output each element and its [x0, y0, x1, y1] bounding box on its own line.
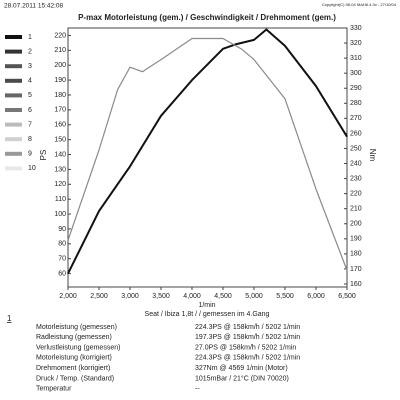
legend-swatch	[5, 151, 22, 156]
x-tick-label: 3,000	[121, 293, 139, 300]
result-value: 27.0PS @ 158km/h / 5202 1/min	[195, 344, 296, 351]
y2-tick-label: 230	[350, 175, 362, 182]
x-tick-label: 3,500	[152, 293, 170, 300]
y-tick-label: 200	[54, 62, 66, 69]
legend-swatch	[5, 93, 22, 98]
result-label: Verlustleistung (gemessen)	[36, 344, 120, 351]
y2-tick-label: 180	[350, 251, 362, 258]
y2-tick-label: 260	[350, 130, 362, 137]
x-tick-label: 6,000	[307, 293, 325, 300]
result-value: 224.3PS @ 158km/h / 5202 1/min	[195, 324, 300, 331]
y2-tick-label: 160	[350, 281, 362, 288]
legend-swatch	[5, 49, 22, 54]
x-tick-label: 4,000	[183, 293, 201, 300]
y2-tick-label: 210	[350, 206, 362, 213]
y-tick-label: 70	[58, 256, 66, 263]
legend-swatch	[5, 122, 22, 127]
y-tick-label: 110	[55, 196, 66, 203]
legend-label: 10	[28, 165, 36, 172]
y2-tick-label: 170	[350, 266, 362, 273]
y-axis-label: PS	[39, 150, 48, 161]
x-tick-label: 6,500	[338, 293, 356, 300]
x-tick-label: 2,000	[59, 293, 77, 300]
plot-frame	[67, 27, 348, 288]
y2-tick-label: 200	[350, 221, 362, 228]
y-tick-label: 100	[54, 211, 66, 218]
legend-label: 7	[28, 121, 32, 128]
result-index: 1	[7, 314, 12, 323]
chart-title: P-max Motorleistung (gem.) / Geschwindig…	[78, 13, 336, 22]
y2-tick-label: 250	[350, 145, 362, 152]
legend-swatch	[5, 166, 22, 171]
result-label: Radleistung (gemessen)	[36, 334, 112, 341]
legend-label: 2	[28, 48, 32, 55]
power-line	[67, 28, 348, 275]
y-tick-label: 90	[58, 226, 66, 233]
y-tick-label: 130	[54, 166, 66, 173]
result-value: 197.3PS @ 158km/h / 5202 1/min	[195, 334, 300, 341]
y-tick-label: 140	[54, 151, 66, 158]
y-tick-label: 150	[54, 136, 66, 143]
result-value: 1015mBar / 21°C (DIN 70020)	[195, 374, 289, 382]
y-tick-label: 120	[54, 181, 66, 188]
y-tick-label: 160	[54, 122, 66, 129]
y2-tick-label: 300	[350, 70, 362, 77]
legend-label: 4	[28, 78, 32, 85]
result-value: 224.3PS @ 158km/h / 5202 1/min	[195, 355, 300, 362]
result-label: Motorleistung (gemessen)	[36, 324, 117, 331]
x-axis-label: 1/min	[198, 302, 215, 309]
y2-tick-label: 310	[350, 55, 362, 62]
legend-label: 6	[28, 107, 32, 114]
y-tick-label: 190	[54, 77, 66, 84]
y2-tick-label: 270	[350, 115, 362, 122]
y-tick-label: 220	[54, 32, 66, 39]
legend-swatch	[5, 35, 22, 39]
result-label: Druck / Temp. (Standard)	[36, 375, 114, 382]
legend-label: 9	[28, 151, 32, 158]
legend-label: 3	[28, 63, 32, 70]
y2-axis-label: Nm	[368, 149, 377, 162]
legend-swatch	[5, 64, 22, 69]
x-tick-label: 5,000	[245, 293, 263, 300]
y-tick-label: 210	[54, 47, 66, 54]
vehicle: Seat / Ibiza 1,8t / / gemessen im 4.Gang	[145, 311, 270, 318]
y2-tick-label: 280	[350, 100, 362, 107]
legend-swatch	[5, 108, 22, 112]
result-label: Motorleistung (korrigiert)	[36, 355, 112, 362]
y2-tick-label: 330	[350, 25, 362, 32]
date: 28.07.2011 15:42:08	[4, 3, 64, 10]
y2-tick-label: 240	[350, 160, 362, 167]
legend-swatch	[5, 78, 22, 83]
y-tick-label: 80	[58, 241, 66, 248]
y2-tick-label: 220	[350, 190, 362, 197]
y2-tick-label: 320	[350, 40, 362, 47]
legend-label: 5	[28, 92, 32, 99]
copyright: Copyright(C) 98-04 MAHA 4.0x - 27/10/04	[322, 2, 397, 7]
legend-label: 8	[28, 136, 32, 143]
x-tick-label: 2,500	[90, 293, 108, 300]
result-label: Drehmoment (korrigiert)	[36, 365, 110, 372]
y2-tick-label: 290	[350, 85, 362, 92]
legend-swatch	[5, 137, 22, 142]
y-tick-label: 60	[58, 270, 66, 277]
y2-tick-label: 190	[350, 236, 362, 243]
result-value: --	[195, 386, 200, 393]
result-label: Temperatur	[36, 386, 72, 393]
result-value: 327Nm @ 4569 1/min (Motor)	[195, 365, 288, 372]
torque-line	[67, 37, 348, 271]
y-tick-label: 170	[54, 107, 66, 114]
x-tick-label: 5,500	[276, 293, 294, 300]
x-tick-label: 4,500	[214, 293, 232, 300]
y-tick-label: 180	[54, 92, 66, 99]
legend-label: 1	[28, 34, 32, 41]
